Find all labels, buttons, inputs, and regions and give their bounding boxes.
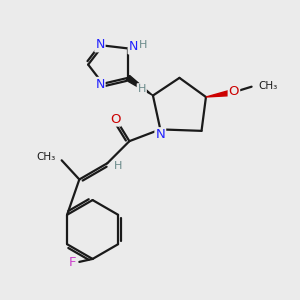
Polygon shape bbox=[126, 76, 153, 95]
Text: N: N bbox=[155, 128, 165, 141]
Text: H: H bbox=[138, 84, 146, 94]
Text: O: O bbox=[110, 112, 121, 126]
Text: O: O bbox=[229, 85, 239, 98]
Text: N: N bbox=[95, 38, 105, 51]
Text: CH₃: CH₃ bbox=[36, 152, 55, 162]
Text: N: N bbox=[128, 40, 138, 53]
Text: H: H bbox=[114, 160, 123, 171]
Text: F: F bbox=[69, 256, 76, 269]
Text: CH₃: CH₃ bbox=[258, 81, 277, 91]
Text: N: N bbox=[95, 78, 105, 91]
Polygon shape bbox=[206, 90, 233, 97]
Text: H: H bbox=[139, 40, 147, 50]
